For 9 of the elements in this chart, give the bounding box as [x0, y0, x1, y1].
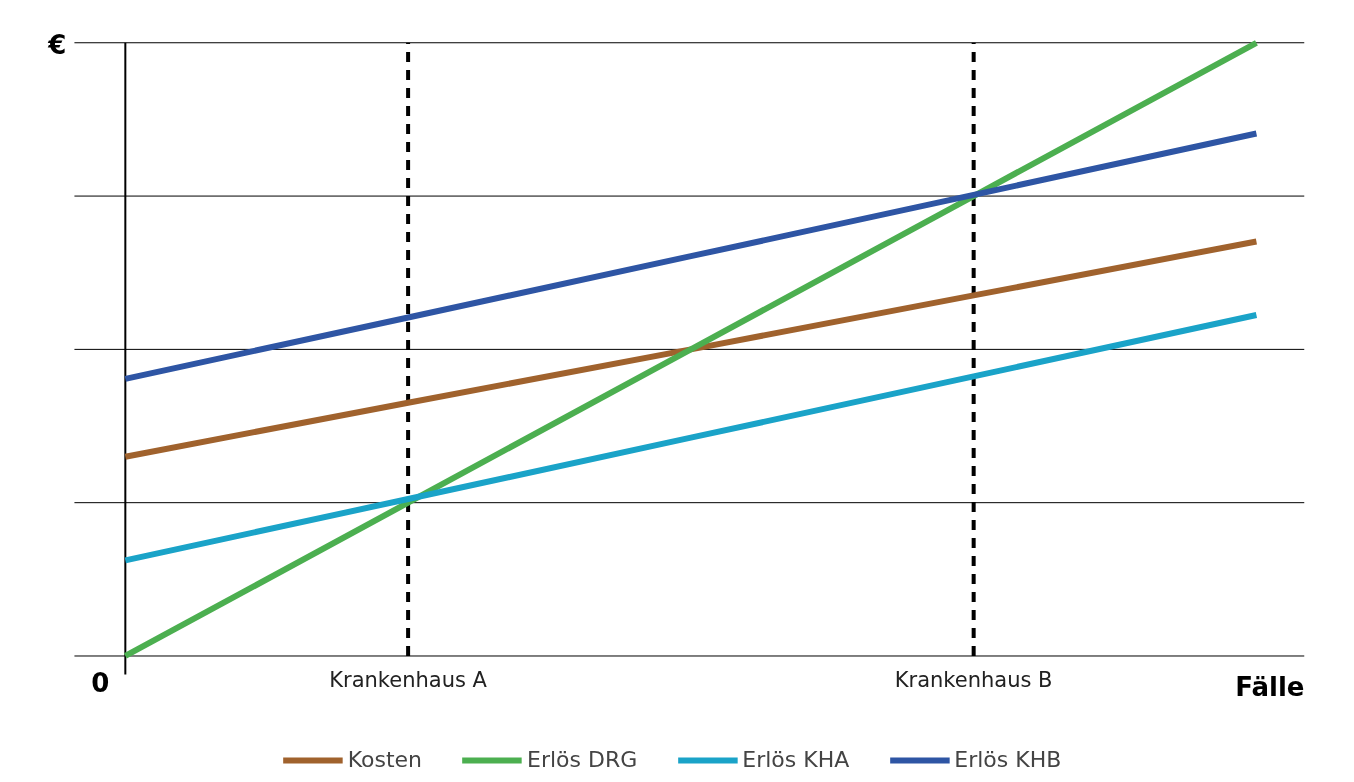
legend-label: Erlös KHA — [742, 747, 850, 772]
legend-label: Erlös DRG — [527, 747, 638, 772]
x-tick-label: Krankenhaus A — [329, 667, 488, 692]
text: 0 — [91, 667, 110, 698]
y-axis-title: € — [47, 29, 67, 60]
x-tick-label: Krankenhaus B — [894, 667, 1053, 692]
x-axis-title: Fälle — [1235, 671, 1305, 702]
legend-label: Erlös KHB — [954, 747, 1062, 772]
legend-label: Kosten — [347, 747, 423, 772]
